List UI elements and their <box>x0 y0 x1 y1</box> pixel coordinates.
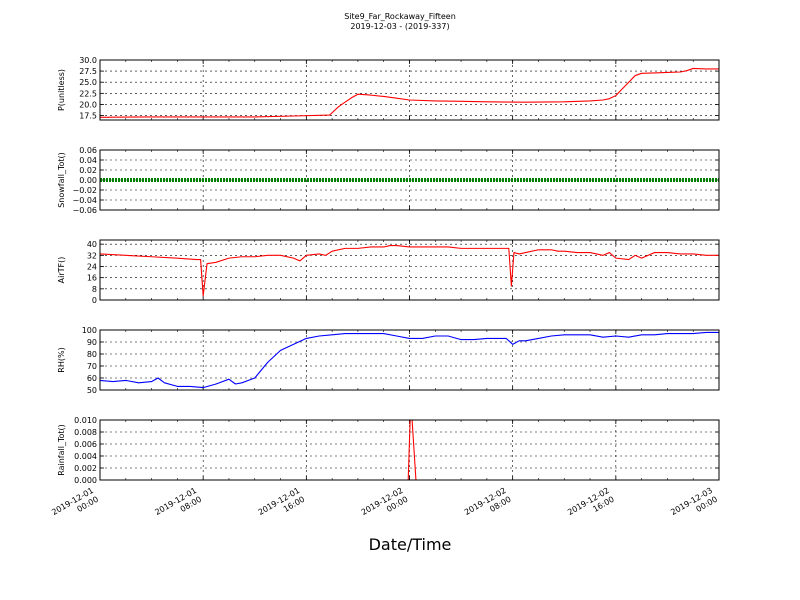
x-axis-label: Date/Time <box>369 535 452 554</box>
y-tick-label: 0.02 <box>79 166 97 175</box>
y-axis-label: RH(%) <box>57 347 66 372</box>
x-tick-label: 2019-12-0100:00 <box>50 486 100 526</box>
y-tick-label: 22.5 <box>79 89 97 98</box>
y-axis-label: AirTF() <box>57 257 66 284</box>
plot-frame <box>99 419 720 481</box>
y-tick-label: 40 <box>87 240 97 249</box>
panels: 17.5 20.0 22.5 25.0 27.5 30.0 P(unitless) −0.06… <box>57 56 720 485</box>
y-tick-label: 70 <box>87 362 97 371</box>
x-tick-label: 2019-12-0108:00 <box>153 486 203 526</box>
x-tick-label: 2019-12-0200:00 <box>360 486 410 526</box>
plot-frame <box>99 59 720 121</box>
y-tick-label: −0.02 <box>72 186 97 195</box>
panel-5: 0.000 0.002 0.004 0.006 0.008 0.010 Rainfall_T… <box>57 416 720 485</box>
y-axis-label: P(unitless) <box>57 69 66 111</box>
y-tick-label: −0.04 <box>72 196 97 205</box>
y-tick-label: 0.010 <box>74 416 97 425</box>
x-tick-label: 2019-12-0300:00 <box>669 486 719 526</box>
y-tick-label: 27.5 <box>79 67 97 76</box>
plot-frame <box>99 149 720 211</box>
y-tick-label: 100 <box>82 326 97 335</box>
y-tick-label: 90 <box>87 338 97 347</box>
y-tick-label: 0.00 <box>79 176 97 185</box>
y-tick-label: 17.5 <box>79 112 97 121</box>
y-tick-label: 25.0 <box>79 78 97 87</box>
y-axis-label: Snowfall_Tot() <box>57 152 66 208</box>
x-tick-label: 2019-12-0208:00 <box>463 486 513 526</box>
y-tick-label: 24 <box>87 263 97 272</box>
y-tick-label: 0.006 <box>74 440 97 449</box>
y-tick-label: 8 <box>92 285 97 294</box>
y-tick-label: 0.004 <box>74 452 97 461</box>
y-tick-label: 0 <box>92 296 97 305</box>
y-tick-label: 0.000 <box>74 476 97 485</box>
y-tick-label: 80 <box>87 350 97 359</box>
series-line-1 <box>99 67 719 118</box>
y-tick-label: 60 <box>87 374 97 383</box>
y-tick-label: 20.0 <box>79 100 97 109</box>
y-tick-label: 0.002 <box>74 464 97 473</box>
y-tick-label: 0.04 <box>79 156 97 165</box>
x-tick-label: 2019-12-0216:00 <box>566 486 616 526</box>
y-tick-label: 32 <box>87 251 97 260</box>
y-tick-label: 16 <box>87 274 97 283</box>
y-tick-label: 30.0 <box>79 56 97 65</box>
y-tick-label: 0.06 <box>79 146 97 155</box>
x-axis-labels: 2019-12-0100:00 2019-12-0108:00 2019-12-01… <box>50 486 719 526</box>
panel-4: 50 60 70 80 90 100 RH(%) <box>57 326 720 395</box>
y-axis-label: Rainfall_Tot() <box>57 424 66 476</box>
chart-title: Site9_Far_Rockaway_Fifteen <box>344 12 456 21</box>
series-line-4 <box>99 331 719 389</box>
plot-frame <box>99 239 720 301</box>
panel-1: 17.5 20.0 22.5 25.0 27.5 30.0 P(unitless) <box>57 56 720 121</box>
chart-subtitle: 2019-12-03 - (2019-337) <box>350 22 449 31</box>
panel-3: 0 8 16 24 32 40 AirTF() <box>57 239 720 305</box>
x-tick-label: 2019-12-0116:00 <box>257 486 307 526</box>
panel-2: −0.06−0.04−0.020.000.020.040.06 Snowfall_… <box>57 146 720 215</box>
plot-frame <box>99 329 720 391</box>
y-tick-label: 50 <box>87 386 97 395</box>
series-line-3 <box>99 245 719 297</box>
y-tick-label: −0.06 <box>72 206 97 215</box>
y-tick-label: 0.008 <box>74 428 97 437</box>
